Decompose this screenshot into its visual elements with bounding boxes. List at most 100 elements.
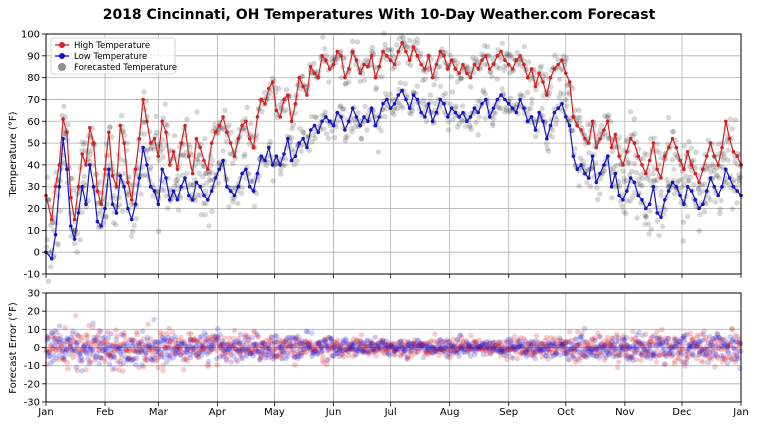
forecast-point [280, 109, 287, 115]
forecast-point [525, 106, 531, 112]
forecast-point [498, 57, 504, 63]
forecast-point [727, 116, 734, 122]
forecast-point [475, 132, 481, 138]
forecast-point [481, 43, 488, 49]
low-error-point [88, 348, 94, 354]
error-x-tick-label-4: May [264, 407, 285, 418]
high-error-point [69, 347, 76, 354]
low-error-point [131, 355, 137, 362]
forecast-point [98, 190, 105, 196]
forecast-point [701, 209, 707, 215]
forecast-point [445, 119, 451, 125]
error-y-tick-label-5: 20 [27, 307, 40, 318]
forecast-point [612, 144, 618, 151]
high-error-point [319, 358, 326, 364]
forecast-point [656, 162, 662, 168]
high-temperature-point [137, 136, 142, 141]
forecast-point [389, 52, 396, 59]
high-error-point [155, 365, 161, 371]
low-temperature-point [586, 176, 591, 180]
forecast-point [651, 177, 658, 183]
low-temperature-point [209, 189, 214, 193]
forecast-point [116, 202, 123, 208]
forecast-point [617, 183, 623, 189]
high-error-point [108, 353, 114, 360]
low-error-point [142, 349, 149, 355]
high-temperature-point [548, 75, 553, 80]
forecast-point [352, 124, 358, 130]
forecast-point [190, 182, 197, 188]
forecast-point [144, 147, 150, 153]
high-error-point [114, 340, 120, 346]
low-error-point [131, 342, 137, 348]
forecast-point [387, 91, 393, 97]
forecast-point [487, 69, 493, 75]
low-error-point [471, 351, 478, 358]
forecast-point [382, 41, 388, 48]
legend-item-low: Low Temperature [55, 52, 147, 62]
error-x-tick-label-0: Jan [37, 407, 53, 418]
low-error-point [48, 329, 55, 336]
forecast-point [722, 154, 728, 160]
high-error-point [205, 363, 212, 369]
forecast-point [382, 114, 388, 120]
low-temperature-point [278, 163, 283, 167]
high-error-point [153, 345, 159, 351]
temperature-y-tick-label-5: 40 [27, 160, 40, 171]
forecast-point [503, 107, 509, 113]
forecast-point [184, 116, 190, 122]
low-error-point [75, 339, 81, 345]
high-error-point [533, 333, 540, 339]
forecast-point [507, 51, 513, 58]
forecast-point [414, 83, 420, 89]
low-temperature-point [76, 211, 81, 215]
forecast-point [111, 220, 117, 226]
high-error-point [231, 327, 238, 334]
high-error-point [88, 342, 94, 348]
forecast-point [177, 195, 184, 201]
forecast-point [554, 117, 560, 123]
high-temperature-point [320, 54, 324, 58]
low-error-point [105, 335, 112, 341]
high-temperature-point [503, 58, 507, 62]
high-temperature-point [628, 136, 633, 141]
high-temperature-point [701, 167, 705, 172]
forecast-point [391, 111, 397, 118]
high-temperature-point [194, 136, 199, 141]
forecast-point [717, 206, 723, 212]
low-temperature-point [518, 97, 522, 102]
forecast-point [669, 157, 675, 163]
low-temperature-point [415, 97, 420, 102]
high-error-point [74, 368, 81, 374]
high-error-point [53, 347, 59, 353]
forecast-point [309, 138, 315, 145]
high-error-point [63, 346, 70, 353]
low-error-point [215, 326, 221, 332]
high-temperature-point [259, 97, 264, 102]
high-temperature-point [446, 67, 450, 71]
forecast-point [708, 169, 714, 175]
forecast-point [201, 163, 207, 170]
forecast-point [562, 58, 568, 64]
low-temperature-point [289, 158, 294, 163]
high-temperature-point [61, 117, 65, 121]
forecast-point [672, 151, 678, 158]
forecast-point [282, 156, 289, 162]
low-error-point [169, 347, 176, 353]
forecast-point [81, 173, 88, 180]
low-temperature-point [430, 119, 435, 124]
high-error-point [142, 352, 149, 358]
high-error-point [52, 335, 58, 342]
forecast-point [489, 74, 495, 80]
forecast-point [209, 208, 215, 214]
low-error-point [112, 354, 118, 360]
forecast-point [628, 132, 634, 138]
forecast-point [681, 181, 687, 187]
low-temperature-point [571, 154, 576, 158]
forecast-point [646, 231, 652, 237]
low-temperature-point [670, 180, 675, 185]
low-temperature-point [141, 145, 145, 150]
forecast-point [587, 183, 593, 190]
high-error-point [83, 335, 90, 341]
low-temperature-point [358, 123, 363, 128]
